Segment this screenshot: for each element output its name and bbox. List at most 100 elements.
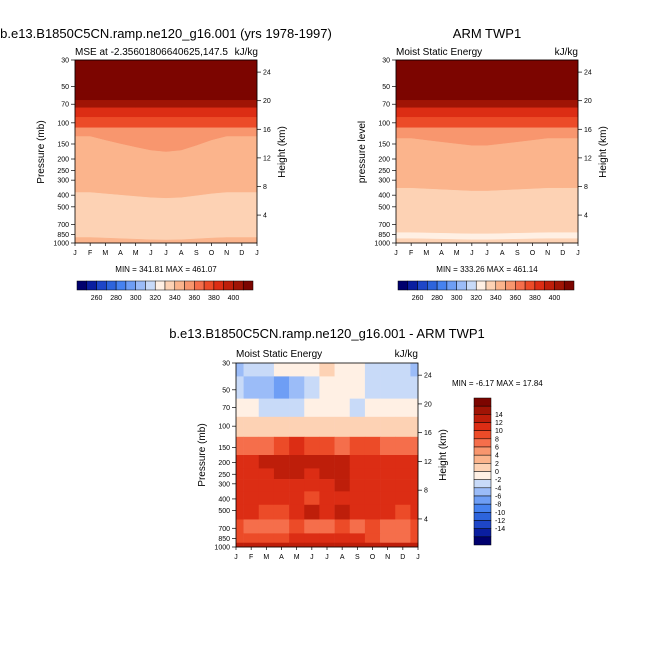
colorbar-swatch: [106, 280, 117, 291]
pressure-tick-label: 150: [218, 445, 230, 452]
panel-diff-ylabel: Pressure (mb): [197, 423, 208, 486]
colorbar-swatch: [475, 280, 487, 291]
diff-cell: [334, 436, 351, 456]
colorbar-swatch: [473, 495, 492, 505]
diff-cell: [349, 542, 366, 548]
colorbar-label: 8: [495, 436, 499, 443]
diff-cell: [319, 363, 335, 377]
diff-cell: [273, 468, 290, 480]
month-tick-label: M: [454, 250, 460, 257]
diff-cell: [334, 533, 351, 544]
colorbar-swatch: [473, 479, 492, 489]
diff-cell: [304, 376, 320, 399]
panel-obs: ARM TWP1 Moist Static Energy kJ/kg 30 50 7…: [357, 26, 609, 302]
colorbar-swatch: [456, 280, 467, 291]
colorbar-swatch: [524, 280, 536, 291]
panel-diff-height-axis: 4 8 12 16 20 24: [418, 373, 432, 523]
diff-cell: [304, 436, 320, 456]
month-tick-label: J: [234, 554, 238, 561]
pressure-tick-label: 250: [57, 168, 69, 175]
diff-cell: [243, 376, 260, 399]
diff-cell: [334, 519, 351, 534]
height-tick-label: 16: [584, 127, 592, 134]
colorbar-swatch: [203, 280, 215, 291]
panel-diff-subtitle-right: kJ/kg: [395, 349, 418, 360]
diff-cell: [380, 533, 396, 544]
colorbar-swatch: [495, 280, 506, 291]
diff-cell: [243, 504, 260, 520]
pressure-tick-label: 1000: [374, 241, 390, 248]
diff-cell: [319, 376, 335, 399]
diff-cell: [395, 398, 411, 418]
diff-cell: [304, 363, 320, 377]
diff-cell: [243, 398, 260, 418]
pressure-tick-label: 700: [378, 222, 390, 229]
month-tick-label: A: [279, 554, 284, 561]
diff-cell: [334, 416, 351, 438]
diff-cell: [349, 436, 366, 456]
diff-cell: [243, 491, 260, 506]
colorbar-swatch: [473, 463, 492, 472]
pressure-tick-label: 30: [61, 58, 69, 65]
colorbar-swatch: [473, 438, 492, 448]
month-tick-label: M: [294, 554, 300, 561]
month-tick-label: M: [102, 250, 108, 257]
diff-cell: [236, 363, 244, 377]
diff-cell: [380, 376, 396, 399]
diff-cell: [319, 542, 335, 548]
month-tick-label: O: [209, 250, 215, 257]
month-tick-label: N: [385, 554, 390, 561]
pressure-tick-label: 200: [57, 157, 69, 164]
colorbar-label: 400: [228, 295, 240, 302]
colorbar-swatch: [76, 280, 88, 291]
colorbar-label: 280: [431, 295, 443, 302]
colorbar-label: -12: [495, 518, 505, 525]
diff-cell: [349, 398, 366, 418]
colorbar-swatch: [534, 280, 545, 291]
diff-cell: [380, 479, 396, 492]
diff-cell: [289, 542, 305, 548]
colorbar-label: 360: [509, 295, 521, 302]
pressure-tick-label: 1000: [53, 241, 69, 248]
mse-band: [395, 138, 579, 192]
mse-band: [74, 117, 258, 129]
diff-cell: [273, 491, 290, 506]
colorbar-label: 4: [495, 453, 499, 460]
height-tick-label: 12: [584, 155, 592, 162]
diff-cell: [380, 416, 396, 438]
diff-cell: [410, 533, 419, 544]
mse-band: [74, 100, 258, 109]
pressure-tick-label: 850: [218, 536, 230, 543]
month-tick-label: J: [416, 554, 420, 561]
panel-model-pressure-axis: 30 50 70 100 150 200 250 300 400 500 700 850 1000: [53, 58, 75, 248]
diff-cell: [349, 479, 366, 492]
diff-cell: [289, 398, 305, 418]
month-tick-label: M: [133, 250, 139, 257]
diff-cell: [243, 363, 260, 377]
month-tick-label: J: [310, 554, 314, 561]
diff-cell: [258, 533, 275, 544]
colorbar-swatch: [242, 280, 254, 291]
pressure-tick-label: 850: [57, 232, 69, 239]
month-tick-label: J: [73, 250, 77, 257]
diff-cell: [395, 468, 411, 480]
colorbar-swatch: [563, 280, 575, 291]
pressure-tick-label: 300: [378, 178, 390, 185]
diff-cell: [395, 533, 411, 544]
diff-cell: [304, 479, 320, 492]
panel-diff-title: b.e13.B1850C5CN.ramp.ne120_g16.001 - ARM…: [169, 326, 485, 341]
colorbar-label: 320: [149, 295, 161, 302]
colorbar-label: -4: [495, 485, 501, 492]
colorbar-swatch: [115, 280, 127, 291]
pressure-tick-label: 700: [57, 222, 69, 229]
diff-cell: [334, 376, 351, 399]
panel-model-title: b.e13.B1850C5CN.ramp.ne120_g16.001 (yrs …: [0, 26, 332, 41]
diff-cell: [273, 455, 290, 469]
diff-cell: [243, 519, 260, 534]
diff-cell: [364, 504, 381, 520]
colorbar-swatch: [184, 280, 195, 291]
colorbar-label: -14: [495, 526, 505, 533]
